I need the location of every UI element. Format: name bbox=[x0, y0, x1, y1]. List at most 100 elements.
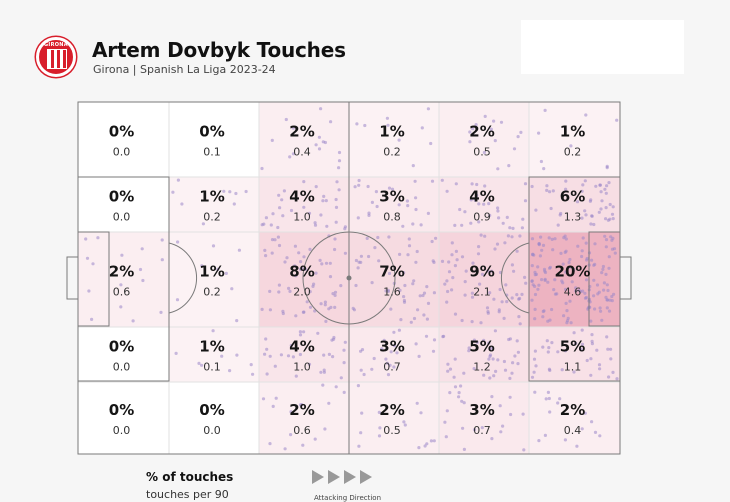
touch-dot bbox=[596, 292, 600, 296]
touch-dot bbox=[374, 190, 378, 194]
touch-dot bbox=[307, 362, 312, 366]
touch-dot bbox=[302, 330, 306, 334]
cell-per90-label: 1.0 bbox=[293, 211, 311, 224]
touch-dot bbox=[500, 300, 504, 304]
touch-dot bbox=[283, 260, 287, 264]
heat-cell bbox=[529, 382, 620, 454]
chart-subtitle: Girona | Spanish La Liga 2023-24 bbox=[93, 63, 276, 76]
cell-per90-label: 0.4 bbox=[293, 146, 311, 159]
arrow-icon bbox=[328, 470, 340, 484]
touch-dot bbox=[607, 181, 611, 185]
touch-dot bbox=[607, 266, 611, 270]
touch-dot bbox=[323, 300, 327, 304]
touch-dot bbox=[556, 350, 560, 354]
touch-dot bbox=[581, 183, 585, 187]
cell-per90-label: 2.1 bbox=[473, 286, 491, 299]
heat-cell bbox=[439, 327, 529, 382]
touch-dot bbox=[277, 283, 281, 287]
touch-dot bbox=[430, 179, 435, 183]
touch-dot bbox=[337, 150, 342, 155]
cell-per90-label: 0.4 bbox=[564, 424, 582, 437]
touch-dot bbox=[472, 338, 476, 342]
attacking-direction-label: Attacking Direction bbox=[314, 494, 382, 502]
touch-dot bbox=[333, 237, 337, 241]
touch-dot bbox=[518, 296, 522, 301]
heat-cell bbox=[349, 102, 439, 177]
cell-per90-label: 0.2 bbox=[203, 211, 221, 224]
touch-dot bbox=[505, 300, 509, 304]
touch-dot bbox=[599, 190, 603, 194]
touch-dot bbox=[477, 220, 481, 224]
touch-dot bbox=[601, 264, 606, 269]
touch-dot bbox=[478, 282, 482, 286]
touch-dot bbox=[235, 353, 239, 357]
cell-pct-label: 0% bbox=[199, 401, 224, 419]
touch-dot bbox=[87, 289, 91, 293]
touch-dot bbox=[499, 430, 503, 434]
touch-dot bbox=[604, 272, 608, 276]
touch-dot bbox=[461, 426, 465, 430]
touch-dot bbox=[339, 376, 343, 380]
touch-dot bbox=[441, 335, 445, 339]
touch-dot bbox=[293, 264, 297, 268]
touch-dot bbox=[329, 120, 333, 124]
touch-dot bbox=[534, 208, 538, 212]
touch-dot bbox=[421, 293, 425, 298]
touch-dot bbox=[462, 371, 466, 375]
touch-dot bbox=[508, 395, 512, 399]
touch-dot bbox=[480, 426, 484, 430]
touch-dot bbox=[141, 278, 145, 283]
touch-dot bbox=[174, 351, 178, 355]
cell-per90-label: 1.6 bbox=[383, 286, 401, 299]
touch-dot bbox=[274, 396, 278, 400]
touch-dot bbox=[376, 235, 380, 240]
touch-dot bbox=[291, 152, 295, 156]
touch-dot bbox=[516, 135, 520, 139]
touch-dot bbox=[282, 189, 286, 193]
touch-dot bbox=[563, 349, 568, 353]
touch-dot bbox=[606, 298, 610, 302]
cell-pct-label: 9% bbox=[469, 263, 494, 281]
touch-dot bbox=[200, 264, 204, 268]
touch-dot bbox=[518, 234, 522, 238]
touch-dot bbox=[281, 214, 285, 218]
touch-dot bbox=[414, 196, 418, 200]
touch-dot bbox=[606, 218, 611, 222]
cell-pct-label: 2% bbox=[379, 401, 404, 419]
heat-cell bbox=[529, 102, 620, 177]
touch-dot bbox=[454, 249, 458, 253]
touch-dot bbox=[547, 396, 551, 401]
touch-dot bbox=[467, 346, 471, 350]
touch-dot bbox=[593, 242, 597, 246]
touch-dot bbox=[497, 310, 501, 314]
touch-dot bbox=[489, 346, 493, 350]
touch-dot bbox=[477, 245, 481, 249]
touch-dot bbox=[580, 216, 584, 220]
cell-pct-label: 4% bbox=[289, 338, 314, 356]
touch-dot bbox=[453, 312, 458, 316]
cell-per90-label: 0.0 bbox=[113, 211, 131, 224]
touch-dot bbox=[606, 288, 610, 293]
touch-dot bbox=[414, 260, 418, 264]
touch-dot bbox=[565, 309, 569, 313]
touch-dot bbox=[334, 385, 338, 389]
touch-dot bbox=[532, 370, 536, 374]
touch-dot bbox=[523, 199, 528, 203]
touch-dot bbox=[318, 258, 322, 262]
touch-dot bbox=[472, 428, 477, 432]
touch-dot bbox=[462, 401, 466, 405]
touch-dot bbox=[560, 368, 564, 372]
cell-per90-label: 0.1 bbox=[203, 146, 221, 159]
touch-dot bbox=[610, 294, 614, 299]
touch-dot bbox=[574, 289, 578, 293]
touch-dot bbox=[273, 364, 277, 368]
touch-dot bbox=[488, 376, 492, 380]
touch-dot bbox=[462, 447, 466, 451]
touch-dot bbox=[559, 251, 563, 255]
touch-dot bbox=[589, 198, 593, 202]
touch-dot bbox=[508, 226, 512, 230]
touch-dot bbox=[611, 205, 615, 209]
touch-dot bbox=[546, 350, 550, 354]
touch-dot bbox=[288, 155, 292, 159]
touch-dot bbox=[568, 265, 572, 269]
